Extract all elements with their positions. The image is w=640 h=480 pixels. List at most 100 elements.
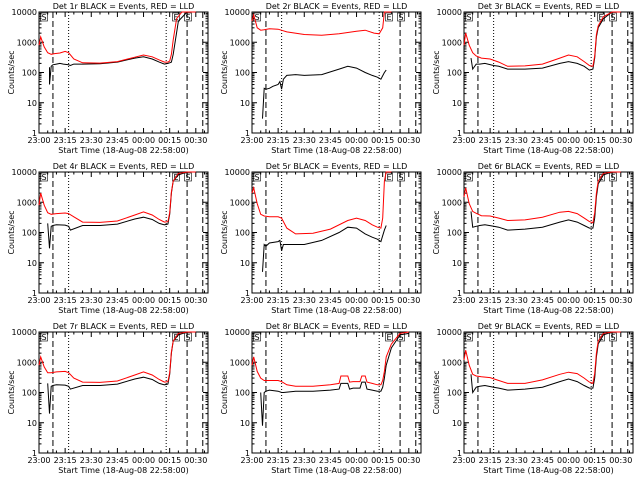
x-tick-label: 23:45 (531, 296, 554, 305)
corner-label: S (610, 13, 615, 22)
x-tick-label: 23:30 (505, 296, 528, 305)
x-tick-label: 00:00 (345, 296, 368, 305)
corner-label-box (40, 12, 48, 22)
lld-series-line (251, 171, 392, 235)
y-tick-label: 10 (452, 99, 462, 108)
y-tick-label: 10 (240, 419, 250, 428)
y-tick-label: 100 (235, 69, 250, 78)
chart-title: Det 3r BLACK = Events, RED = LLD (478, 2, 620, 11)
y-tick-label: 10 (27, 99, 37, 108)
plot-frame (38, 331, 209, 454)
x-tick-label: 23:15 (267, 296, 290, 305)
x-tick-label: 23:15 (54, 136, 77, 145)
x-axis-label: Start Time (18-Aug-08 22:58:00) (271, 306, 402, 315)
x-tick-label: 23:00 (27, 136, 50, 145)
x-tick-label: 23:45 (531, 456, 554, 465)
corner-label-box (172, 332, 180, 342)
x-tick-label: 23:30 (505, 136, 528, 145)
lld-series-line (38, 331, 196, 383)
corner-label: S (610, 333, 615, 342)
x-tick-label: 00:00 (132, 296, 155, 305)
corner-label: S (466, 333, 471, 342)
y-tick-label: 1000 (442, 38, 462, 47)
corner-label-box (385, 332, 393, 342)
chart-title: Det 4r BLACK = Events, RED = LLD (53, 162, 195, 171)
y-tick-label: 1000 (17, 358, 37, 367)
x-tick-label: 23:45 (319, 136, 342, 145)
y-tick-label: 10000 (12, 8, 37, 17)
x-tick-label: 00:15 (158, 136, 181, 145)
y-tick-label: 100 (22, 69, 37, 78)
corner-label-box (184, 172, 192, 182)
y-tick-label: 100 (447, 69, 462, 78)
lld-series-line (38, 11, 196, 64)
y-tick-label: 1 (245, 449, 250, 458)
y-tick-label: 10 (240, 259, 250, 268)
corner-label-box (609, 12, 617, 22)
x-tick-label: 00:30 (397, 136, 420, 145)
corner-label: S (610, 173, 615, 182)
events-series-line (262, 65, 387, 119)
x-tick-label: 23:30 (293, 456, 316, 465)
corner-label: S (466, 173, 471, 182)
corner-label-box (397, 12, 405, 22)
x-tick-label: 23:00 (452, 296, 475, 305)
x-tick-label: 00:30 (609, 136, 632, 145)
x-tick-label: 23:00 (240, 296, 263, 305)
corner-label: S (41, 13, 46, 22)
x-tick-label: 00:15 (158, 296, 181, 305)
x-tick-label: 23:15 (267, 136, 290, 145)
x-tick-label: 23:00 (240, 136, 263, 145)
x-tick-label: 00:00 (132, 136, 155, 145)
y-tick-label: 10000 (225, 168, 250, 177)
corner-label-box (253, 172, 261, 182)
y-tick-label: 1 (32, 449, 37, 458)
corner-label-box (184, 12, 192, 22)
y-axis-label: Counts/sec (432, 50, 441, 94)
events-series-line (262, 225, 387, 272)
corner-label: E (386, 333, 391, 342)
corner-label: S (254, 13, 259, 22)
x-tick-label: 00:30 (609, 296, 632, 305)
x-tick-label: 23:15 (267, 456, 290, 465)
y-tick-label: 100 (235, 389, 250, 398)
y-tick-label: 10 (27, 419, 37, 428)
corner-label-box (597, 332, 605, 342)
corner-label-box (253, 332, 261, 342)
x-tick-label: 23:00 (27, 296, 50, 305)
y-tick-label: 10000 (225, 328, 250, 337)
lld-series-line (38, 171, 196, 223)
corner-label: S (185, 13, 190, 22)
x-tick-label: 23:45 (106, 456, 129, 465)
x-tick-label: 00:00 (557, 136, 580, 145)
corner-label-box (184, 332, 192, 342)
plot-frame (463, 331, 634, 454)
chart-title: Det 7r BLACK = Events, RED = LLD (53, 322, 195, 331)
x-tick-label: 23:30 (80, 296, 103, 305)
x-tick-label: 00:15 (371, 296, 394, 305)
y-tick-label: 10 (240, 99, 250, 108)
y-tick-label: 1000 (230, 198, 250, 207)
plot-frame (38, 11, 209, 134)
corner-label: S (254, 173, 259, 182)
lld-series-line (251, 11, 392, 36)
lld-series-line (463, 331, 621, 385)
y-tick-label: 1 (457, 289, 462, 298)
lld-series-line (463, 171, 621, 224)
x-tick-label: 00:00 (132, 456, 155, 465)
y-tick-label: 1 (457, 129, 462, 138)
chart-title: Det 8r BLACK = Events, RED = LLD (266, 322, 408, 331)
x-axis-label: Start Time (18-Aug-08 22:58:00) (271, 466, 402, 475)
x-tick-label: 23:15 (54, 456, 77, 465)
x-axis-label: Start Time (18-Aug-08 22:58:00) (483, 466, 614, 475)
y-tick-label: 1000 (17, 198, 37, 207)
y-tick-label: 1000 (230, 358, 250, 367)
detector-chart-3: Det 3r BLACK = Events, RED = LLD 1 10 100 10… (432, 2, 634, 155)
x-tick-label: 23:45 (531, 136, 554, 145)
y-tick-label: 100 (22, 229, 37, 238)
x-tick-label: 23:00 (452, 136, 475, 145)
plot-frame (463, 11, 634, 134)
plot-frame (251, 171, 422, 294)
y-tick-label: 10000 (12, 168, 37, 177)
corner-label-box (385, 12, 393, 22)
